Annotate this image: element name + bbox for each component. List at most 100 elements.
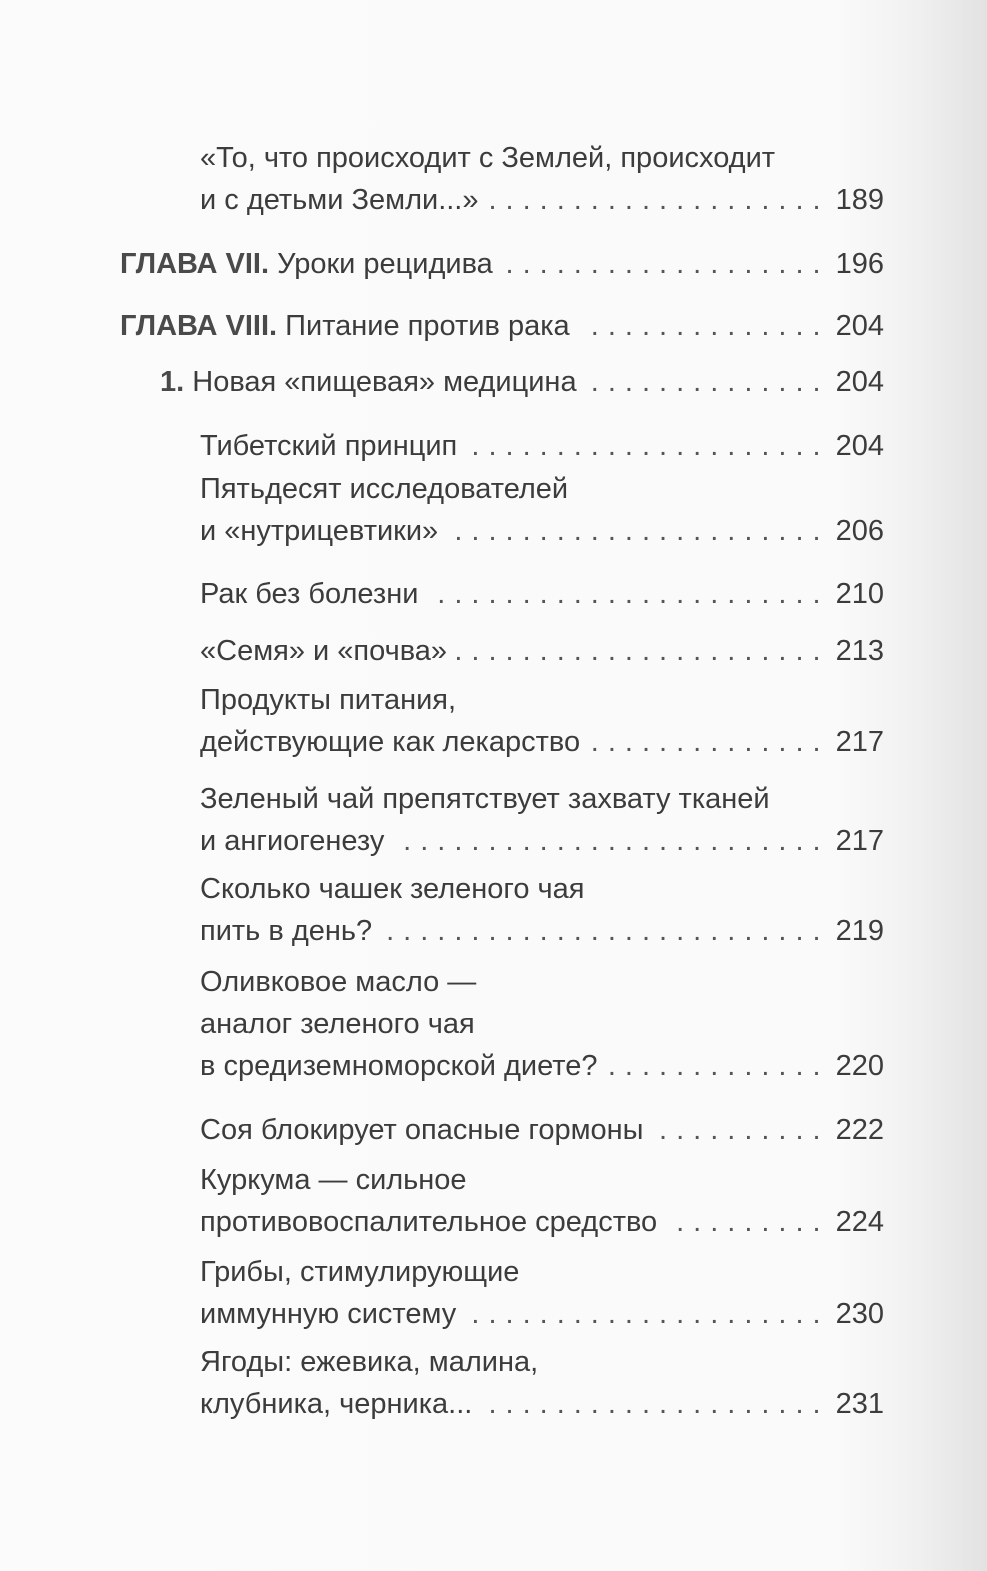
toc-entry-line: «То, что происходит с Землей, происходит: [200, 137, 884, 179]
toc-page-number: 210: [835, 578, 884, 610]
toc-entry-line: Рак без болезни.........................…: [200, 573, 884, 615]
toc-entry-text: «Семя» и «почва»: [200, 635, 448, 667]
toc-entry-line: Оливковое масло —: [200, 961, 884, 1003]
toc-entry-line: Соя блокирует опасные гормоны...........…: [200, 1109, 884, 1151]
toc-entry-text: Оливковое масло —: [200, 966, 477, 998]
toc-page-number: 217: [835, 726, 884, 758]
dot-leader: ........................................…: [579, 310, 830, 342]
toc-entry-title: и ангиогенезу: [200, 820, 384, 862]
toc-entry-line: Пятьдесят исследователей: [200, 468, 884, 510]
toc-page-number: 196: [835, 248, 884, 280]
dot-leader: ........................................…: [488, 184, 830, 216]
toc-entry-title: и «нутрицевтики»: [200, 510, 438, 552]
toc-entry-title: «То, что происходит с Землей, происходит: [200, 142, 775, 174]
toc-entry-text: и ангиогенезу: [200, 825, 385, 857]
toc-entry-title: Соя блокирует опасные гормоны: [200, 1109, 644, 1151]
toc-entry-label: ГЛАВА VII.: [120, 248, 270, 280]
toc-entry: Пятьдесят исследователей и «нутрицевтики»…: [200, 468, 884, 552]
toc-entry-line: ГЛАВА VII. Уроки рецидива...............…: [120, 243, 884, 285]
dot-leader: ........................................…: [467, 430, 830, 462]
toc-page-number: 204: [835, 310, 884, 342]
toc-entry-title: Куркума — сильное: [200, 1164, 467, 1196]
toc-page-number: 204: [835, 430, 884, 462]
toc-entry: 1. Новая «пищевая» медицина.............…: [160, 361, 884, 403]
toc-entry-line: иммунную систему........................…: [200, 1293, 884, 1335]
toc-entry-text: Новая «пищевая» медицина: [184, 366, 577, 398]
toc-entry-label: ГЛАВА VIII.: [120, 310, 278, 342]
toc-entry: «То, что происходит с Землей, происходит…: [200, 137, 884, 221]
toc-entry: ГЛАВА VIII. Питание против рака.........…: [120, 305, 884, 347]
toc-entry-text: клубника, черника...: [200, 1388, 473, 1420]
toc-entry-text: Сколько чашек зеленого чая: [200, 873, 585, 905]
toc-entry-line: и с детьми Земли...»....................…: [200, 179, 884, 221]
toc-entry-title: в средиземноморской диете?: [200, 1045, 597, 1087]
dot-leader: ........................................…: [587, 366, 830, 398]
toc-entry-line: аналог зеленого чая: [200, 1003, 884, 1045]
toc-page-number: 189: [835, 184, 884, 216]
dot-leader: ........................................…: [457, 635, 830, 667]
toc-entry: Куркума — сильное противовоспалительное с…: [200, 1159, 884, 1243]
toc-entry-text: Продукты питания,: [200, 684, 457, 716]
toc-page-number: 206: [835, 515, 884, 547]
toc-entry-text: Тибетский принцип: [200, 430, 458, 462]
toc-entry-text: Куркума — сильное: [200, 1164, 467, 1196]
toc-entry-title: Ягоды: ежевика, малина,: [200, 1346, 538, 1378]
toc-entry-title: пить в день?: [200, 910, 372, 952]
toc-entry-text: Грибы, стимулирующие: [200, 1256, 520, 1288]
toc-entry: ГЛАВА VII. Уроки рецидива...............…: [120, 243, 884, 285]
toc-entry-title: Зеленый чай препятствует захвату тканей: [200, 783, 770, 815]
toc-entry: Оливковое масло — аналог зеленого чая в ср…: [200, 961, 884, 1087]
dot-leader: ........................................…: [654, 1114, 830, 1146]
toc-entry-line: и «нутрицевтики»........................…: [200, 510, 884, 552]
toc-entry-title: и с детьми Земли...»: [200, 179, 479, 221]
toc-page-number: 231: [835, 1388, 884, 1420]
toc-entry-text: иммунную систему: [200, 1298, 457, 1330]
toc-entry-text: Ягоды: ежевика, малина,: [200, 1346, 539, 1378]
toc-entry: Продукты питания, действующие как лекарст…: [200, 679, 884, 763]
toc-entry-line: Сколько чашек зеленого чая: [200, 868, 884, 910]
toc-entry: Соя блокирует опасные гормоны...........…: [200, 1109, 884, 1151]
dot-leader: ........................................…: [394, 825, 830, 857]
toc-page-number: 219: [835, 915, 884, 947]
toc-entry-line: 1. Новая «пищевая» медицина.............…: [160, 361, 884, 403]
dot-leader: ........................................…: [607, 1050, 830, 1082]
toc-entry-text: Рак без болезни: [200, 578, 419, 610]
toc-entry-title: клубника, черника...: [200, 1383, 472, 1425]
toc-entry-text: в средиземноморской диете?: [200, 1050, 598, 1082]
toc-entry-title: Тибетский принцип: [200, 425, 457, 467]
toc-entry-text: и «нутрицевтики»: [200, 515, 439, 547]
dot-leader: ........................................…: [448, 515, 830, 547]
dot-leader: ........................................…: [502, 248, 830, 280]
toc-entry-title: ГЛАВА VIII. Питание против рака: [120, 305, 570, 347]
toc-entry-text: аналог зеленого чая: [200, 1008, 475, 1040]
toc-entry-text: Зеленый чай препятствует захвату тканей: [200, 783, 770, 815]
toc-entry-title: Рак без болезни: [200, 573, 418, 615]
toc-entry-text: Соя блокирует опасные гормоны: [200, 1114, 644, 1146]
toc-entry-text: Пятьдесят исследователей: [200, 473, 569, 505]
toc-entry-title: действующие как лекарство: [200, 721, 580, 763]
toc-entry-title: противовоспалительное средство: [200, 1201, 657, 1243]
toc-entry-line: противовоспалительное средство..........…: [200, 1201, 884, 1243]
toc-entry-title: Продукты питания,: [200, 684, 456, 716]
toc-entry-label: 1.: [160, 366, 185, 398]
toc-entry-text: Питание против рака: [277, 310, 570, 342]
dot-leader: ........................................…: [428, 578, 830, 610]
toc-entry-text: противовоспалительное средство: [200, 1206, 658, 1238]
toc-entry: «Семя» и «почва»........................…: [200, 630, 884, 672]
toc-entry: Тибетский принцип.......................…: [200, 425, 884, 467]
dot-leader: ........................................…: [382, 915, 830, 947]
toc-entry-title: иммунную систему: [200, 1293, 456, 1335]
toc-entry-line: пить в день?............................…: [200, 910, 884, 952]
toc-entry-text: пить в день?: [200, 915, 373, 947]
toc-page-number: 224: [835, 1206, 884, 1238]
toc-entry-title: аналог зеленого чая: [200, 1008, 475, 1040]
dot-leader: ........................................…: [590, 726, 830, 758]
toc-entry-line: Продукты питания,: [200, 679, 884, 721]
toc-entry-line: клубника, черника.......................…: [200, 1383, 884, 1425]
toc-entry-title: Грибы, стимулирующие: [200, 1256, 519, 1288]
toc-entry-text: Уроки рецидива: [269, 248, 493, 280]
toc-entry-title: ГЛАВА VII. Уроки рецидива: [120, 243, 493, 285]
toc-entry-text: «То, что происходит с Землей, происходит: [200, 142, 776, 174]
toc-entry-text: действующие как лекарство: [200, 726, 581, 758]
toc-entry-line: ГЛАВА VIII. Питание против рака.........…: [120, 305, 884, 347]
